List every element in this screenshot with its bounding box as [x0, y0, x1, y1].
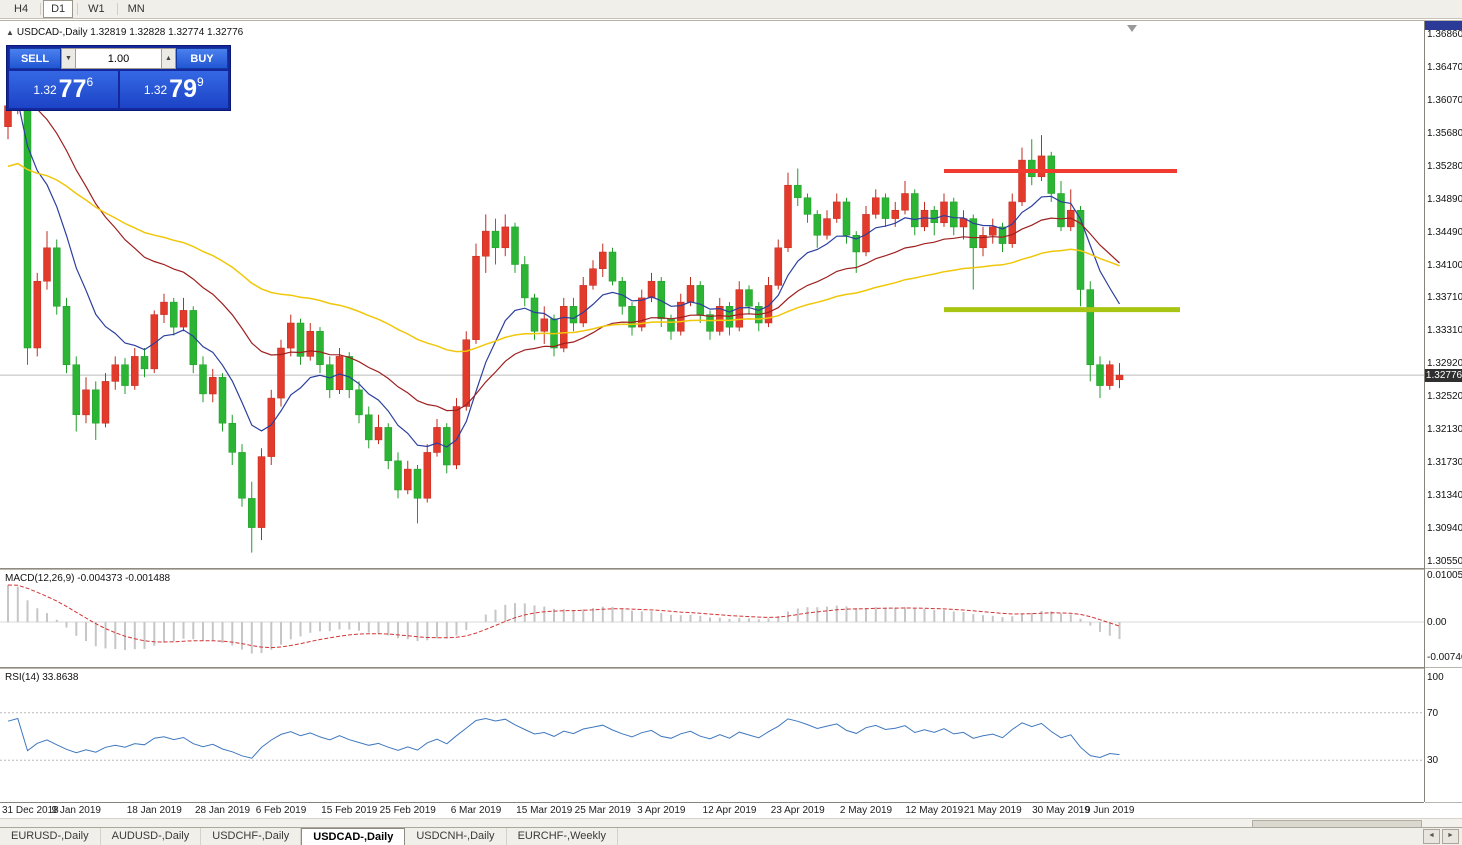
- price-axis-label: 1.31730: [1427, 457, 1462, 469]
- sell-price-figure: 1.32: [33, 82, 57, 97]
- price-axis-label: 1.35280: [1427, 160, 1462, 172]
- date-axis-label: 12 Apr 2019: [702, 805, 757, 816]
- macd-axis-label: 0.00: [1427, 617, 1447, 628]
- buy-price-pips: 79: [169, 75, 197, 103]
- price-axis-label: 1.34100: [1427, 259, 1462, 271]
- sell-price-point: 6: [86, 75, 94, 89]
- date-axis-label: 12 May 2019: [905, 805, 964, 816]
- price-axis-label: 1.36860: [1427, 29, 1462, 40]
- rsi-panel-splitter[interactable]: [0, 667, 1424, 669]
- tab-scroll-left-button[interactable]: ◄: [1423, 829, 1440, 844]
- macd-signal-line: [7, 584, 1120, 649]
- sell-price-pips: 77: [58, 75, 87, 103]
- timeframe-mn-button[interactable]: MN: [127, 3, 145, 15]
- toolbar-separator: [40, 3, 42, 15]
- tab-scroll-right-button[interactable]: ►: [1442, 829, 1459, 844]
- price-axis-label: 1.36070: [1427, 94, 1462, 106]
- tab-usdcnh-daily[interactable]: USDCNH-,Daily: [405, 828, 507, 845]
- buy-button[interactable]: BUY: [176, 48, 228, 69]
- date-axis-label: 23 Apr 2019: [770, 805, 825, 816]
- macd-indicator-label: MACD(12,26,9) -0.004373 -0.001488: [5, 573, 171, 584]
- axis-divider: [1425, 568, 1462, 569]
- price-axis-label: 1.30940: [1427, 523, 1462, 535]
- sell-button[interactable]: SELL: [9, 48, 61, 69]
- date-axis-label: 18 Jan 2019: [126, 805, 182, 816]
- macd-indicator-canvas[interactable]: [0, 570, 1424, 667]
- candlestick-series: [4, 72, 1124, 553]
- price-axis-label: 1.31340: [1427, 490, 1462, 502]
- rsi-axis-label: 30: [1427, 755, 1439, 767]
- date-axis[interactable]: 31 Dec 2018 9 Jan 2019 18 Jan 2019 28 Jan 2…: [0, 802, 1424, 819]
- price-axis-label: 1.32920: [1427, 358, 1462, 370]
- volume-input[interactable]: [76, 48, 161, 69]
- date-axis-label: 21 May 2019: [963, 805, 1022, 816]
- rsi-axis-label: 100: [1427, 672, 1444, 683]
- rsi-indicator-label: RSI(14) 33.8638: [5, 672, 79, 683]
- price-axis[interactable]: 1.36860 1.36470 1.36070 1.35680 1.35280 1.348…: [1424, 21, 1462, 803]
- chart-symbol-label: USDCAD-,Daily: [16, 27, 88, 38]
- price-axis-label: 1.30550: [1427, 556, 1462, 567]
- date-axis-label: 25 Mar 2019: [574, 805, 631, 816]
- date-axis-label: 2 May 2019: [839, 805, 893, 816]
- macd-axis-label: 0.010052: [1427, 569, 1462, 581]
- toolbar-separator: [77, 3, 79, 15]
- macd-axis-label: -0.007469: [1427, 652, 1462, 664]
- chart-shift-marker-icon[interactable]: [1127, 25, 1137, 32]
- buy-price-point: 9: [196, 75, 204, 89]
- timeframe-toolbar: H4 D1 W1 MN: [0, 0, 1462, 19]
- volume-decrease-button[interactable]: ▼: [61, 48, 76, 69]
- date-axis-label: 15 Feb 2019: [321, 805, 378, 816]
- moving-average-line-60: [7, 162, 1120, 353]
- date-axis-label: 15 Mar 2019: [516, 805, 573, 816]
- timeframe-h4-button[interactable]: H4: [14, 3, 29, 15]
- moving-average-line-10: [7, 100, 1121, 448]
- price-chart-canvas[interactable]: [0, 21, 1424, 569]
- buy-price-figure: 1.32: [143, 82, 168, 97]
- tab-usdchf-daily[interactable]: USDCHF-,Daily: [201, 828, 302, 845]
- volume-increase-button[interactable]: ▲: [161, 48, 176, 69]
- macd-histogram: [7, 585, 1121, 654]
- chart-window: ▲ USDCAD-,Daily 1.32819 1.32828 1.32774 1…: [0, 20, 1462, 829]
- one-click-trading-panel: SELL ▼ ▲ BUY 1.32 77 6 1.32 79 9: [6, 45, 231, 111]
- chart-tab-bar: EURUSD-,Daily AUDUSD-,Daily USDCHF-,Dail…: [0, 827, 1462, 845]
- date-axis-label: 3 Apr 2019: [637, 805, 686, 816]
- rsi-line: [7, 717, 1120, 759]
- tab-eurchf-weekly[interactable]: EURCHF-,Weekly: [507, 828, 618, 845]
- chart-marker-icon: ▲: [6, 28, 14, 37]
- tab-eurusd-daily[interactable]: EURUSD-,Daily: [0, 828, 101, 845]
- sell-price-button[interactable]: 1.32 77 6: [9, 71, 118, 108]
- axis-header-block: [1425, 21, 1462, 30]
- buy-price-button[interactable]: 1.32 79 9: [119, 71, 228, 108]
- price-axis-label: 1.33310: [1427, 325, 1462, 337]
- timeframe-w1-button[interactable]: W1: [88, 3, 105, 15]
- current-price-label: 1.32776: [1425, 369, 1462, 382]
- price-axis-label: 1.32130: [1427, 424, 1462, 436]
- price-axis-label: 1.34890: [1427, 193, 1462, 205]
- date-axis-label: 9 Jun 2019: [1085, 805, 1135, 816]
- price-axis-label: 1.35680: [1427, 127, 1462, 139]
- price-axis-label: 1.32520: [1427, 391, 1462, 403]
- toolbar-separator: [116, 3, 118, 15]
- date-axis-label: 25 Feb 2019: [379, 805, 436, 816]
- date-axis-label: 30 May 2019: [1032, 805, 1090, 816]
- date-axis-label: 31 Dec 2018: [2, 805, 59, 816]
- rsi-axis-label: 70: [1427, 707, 1439, 719]
- tab-audusd-daily[interactable]: AUDUSD-,Daily: [101, 828, 202, 845]
- price-axis-label: 1.34490: [1427, 226, 1462, 238]
- price-axis-label: 1.33710: [1427, 292, 1462, 304]
- date-axis-label: 6 Feb 2019: [255, 805, 307, 816]
- tab-usdcad-daily[interactable]: USDCAD-,Daily: [301, 828, 406, 845]
- rsi-indicator-canvas[interactable]: [0, 669, 1424, 802]
- macd-panel-splitter[interactable]: [0, 568, 1424, 570]
- chart-title: ▲ USDCAD-,Daily 1.32819 1.32828 1.32774 1…: [6, 27, 243, 38]
- date-axis-label: 28 Jan 2019: [194, 805, 251, 816]
- timeframe-d1-button[interactable]: D1: [43, 0, 74, 18]
- date-axis-label: 9 Jan 2019: [51, 805, 102, 816]
- price-axis-label: 1.36470: [1427, 61, 1462, 73]
- date-axis-label: 6 Mar 2019: [450, 805, 502, 816]
- moving-average-line-26: [7, 74, 1120, 412]
- chart-ohlc-values: 1.32819 1.32828 1.32774 1.32776: [90, 27, 244, 38]
- axis-divider: [1425, 802, 1462, 803]
- axis-divider: [1425, 667, 1462, 668]
